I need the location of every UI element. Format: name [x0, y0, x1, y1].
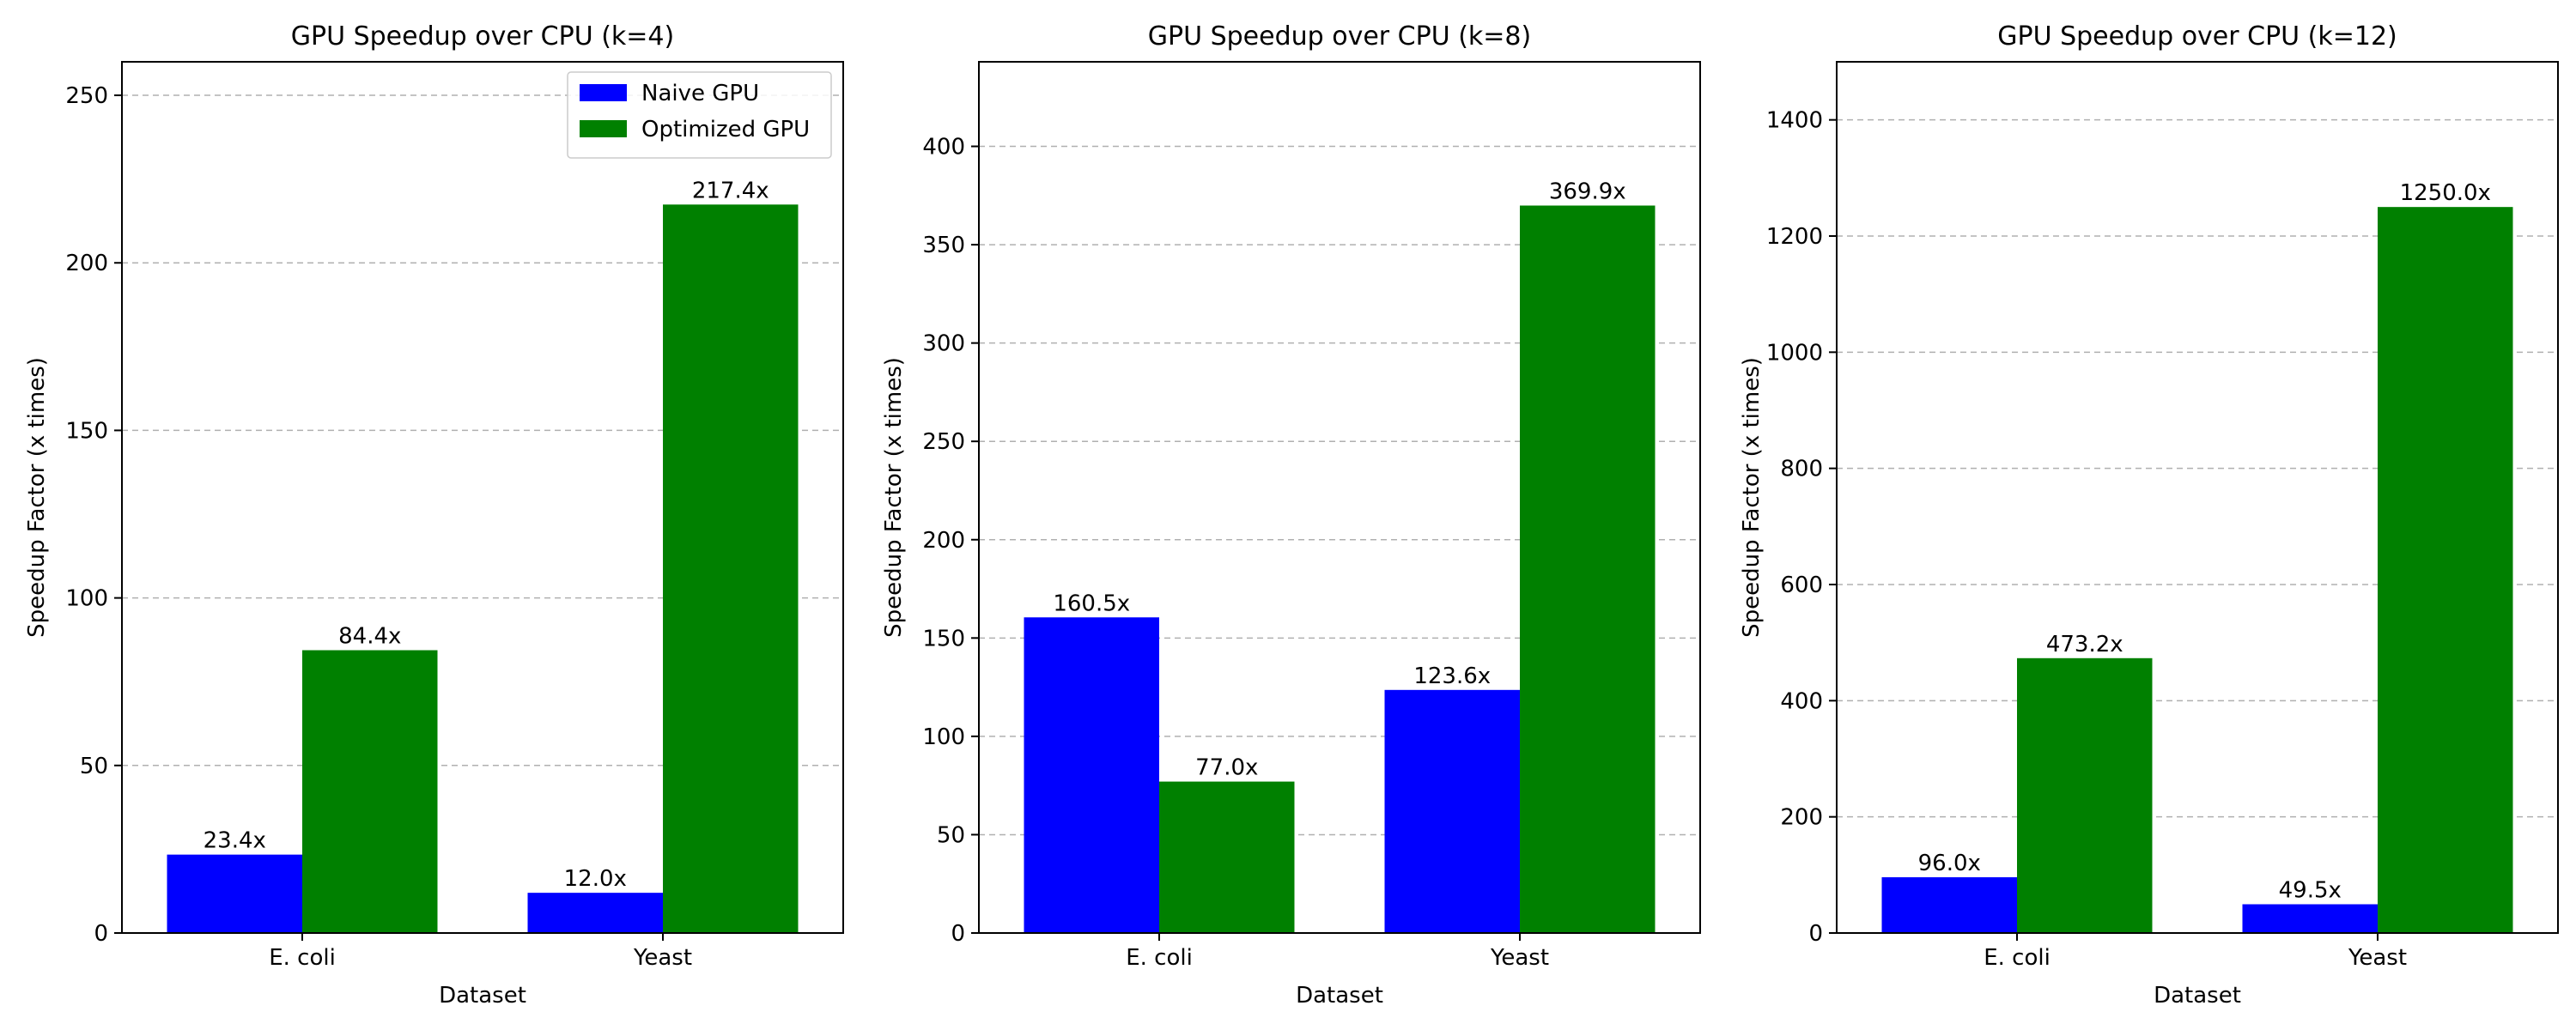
chart-2-ytick-label-7: 350: [922, 233, 965, 258]
chart-3-ytick-label-7: 1400: [1766, 108, 1823, 134]
chart-2-bar-optimized-gpu-e-coli: [1159, 781, 1295, 933]
chart-1-title: GPU Speedup over CPU (k=4): [291, 21, 674, 52]
chart-1-bar-optimized-gpu-e-coli: [302, 650, 438, 933]
chart-3-ytick-label-5: 1000: [1766, 340, 1823, 366]
chart-2-title: GPU Speedup over CPU (k=8): [1148, 21, 1531, 52]
chart-3-ytick-label-2: 400: [1780, 688, 1823, 714]
chart-2-bar-optimized-gpu-yeast: [1520, 205, 1656, 933]
chart-2-ytick-label-2: 100: [922, 724, 965, 750]
chart-1-bar-naive-gpu-yeast: [527, 893, 663, 933]
chart-1-ytick-label-2: 100: [65, 586, 108, 612]
chart-2-ytick-label-6: 300: [922, 331, 965, 357]
chart-1-data-label-1-0: 84.4x: [338, 624, 401, 650]
chart-1-ytick-label-0: 0: [94, 921, 108, 947]
chart-3-x-axis-label: Dataset: [2154, 983, 2241, 1009]
chart-3-y-axis-label: Speedup Factor (x times): [1739, 357, 1765, 638]
chart-1-axes-frame: [121, 61, 844, 934]
chart-1-x-axis-label: Dataset: [439, 983, 526, 1009]
chart-2-ytick-label-5: 250: [922, 429, 965, 455]
chart-3-data-label-0-1: 49.5x: [2279, 878, 2342, 904]
chart-2-ytick-label-3: 150: [922, 626, 965, 651]
chart-2-xtick-label-0: E. coli: [1126, 945, 1193, 971]
chart-3-ytick-label-0: 0: [1808, 921, 1823, 947]
chart-1-legend-label-0: Naive GPU: [641, 81, 759, 106]
chart-1-ytick-label-1: 50: [80, 754, 108, 779]
chart-2-data-label-1-1: 369.9x: [1549, 179, 1626, 204]
chart-2-axes-frame: [978, 61, 1701, 934]
chart-3-bar-naive-gpu-yeast: [2242, 904, 2378, 933]
chart-3-ytick-label-4: 800: [1780, 457, 1823, 482]
chart-1-bar-optimized-gpu-yeast: [663, 204, 799, 934]
chart-3-xtick-label-0: E. coli: [1984, 945, 2050, 971]
chart-2-data-label-1-0: 77.0x: [1195, 755, 1258, 781]
chart-3-title: GPU Speedup over CPU (k=12): [1997, 21, 2397, 52]
chart-3-ytick-label-1: 200: [1780, 805, 1823, 831]
chart-2-data-label-0-1: 123.6x: [1413, 663, 1491, 689]
chart-2-data-label-0-0: 160.5x: [1053, 591, 1130, 616]
chart-1-legend-swatch-1: [580, 120, 627, 137]
chart-2-bar-naive-gpu-e-coli: [1024, 617, 1159, 933]
chart-1-data-label-0-1: 12.0x: [564, 866, 627, 892]
chart-1-y-axis-label: Speedup Factor (x times): [24, 357, 50, 638]
chart-1-ytick-label-3: 150: [65, 418, 108, 444]
chart-3-data-label-1-0: 473.2x: [2046, 632, 2123, 657]
chart-3-axes-frame: [1836, 61, 2559, 934]
chart-1-data-label-0-0: 23.4x: [204, 828, 266, 854]
chart-1-ytick-label-4: 200: [65, 251, 108, 276]
chart-1-xtick-label-1: Yeast: [633, 945, 692, 971]
chart-1-legend-label-1: Optimized GPU: [641, 117, 810, 142]
chart-2-x-axis-label: Dataset: [1296, 983, 1383, 1009]
chart-2-y-axis-label: Speedup Factor (x times): [881, 357, 907, 638]
chart-2-ytick-label-1: 50: [937, 822, 965, 848]
chart-1-ytick-label-5: 250: [65, 83, 108, 109]
chart-3-data-label-1-1: 1250.0x: [2400, 180, 2491, 206]
chart-1-legend: [567, 71, 832, 159]
chart-1-xtick-label-0: E. coli: [269, 945, 336, 971]
chart-2-ytick-label-4: 200: [922, 528, 965, 554]
chart-3-ytick-label-6: 1200: [1766, 224, 1823, 250]
chart-1-legend-swatch-0: [580, 84, 627, 101]
chart-2-ytick-label-0: 0: [951, 921, 965, 947]
chart-3-data-label-0-0: 96.0x: [1918, 851, 1981, 876]
chart-3-xtick-label-1: Yeast: [2348, 945, 2407, 971]
chart-1-data-label-1-1: 217.4x: [692, 178, 769, 203]
chart-2-xtick-label-1: Yeast: [1490, 945, 1549, 971]
chart-3-bar-optimized-gpu-e-coli: [2017, 657, 2153, 933]
chart-3-ytick-label-3: 600: [1780, 573, 1823, 598]
chart-2-bar-naive-gpu-yeast: [1384, 689, 1520, 933]
chart-3-bar-naive-gpu-e-coli: [1881, 877, 2017, 933]
chart-2-ytick-label-8: 400: [922, 135, 965, 161]
chart-1-bar-naive-gpu-e-coli: [167, 854, 302, 933]
chart-3-bar-optimized-gpu-yeast: [2378, 207, 2513, 933]
